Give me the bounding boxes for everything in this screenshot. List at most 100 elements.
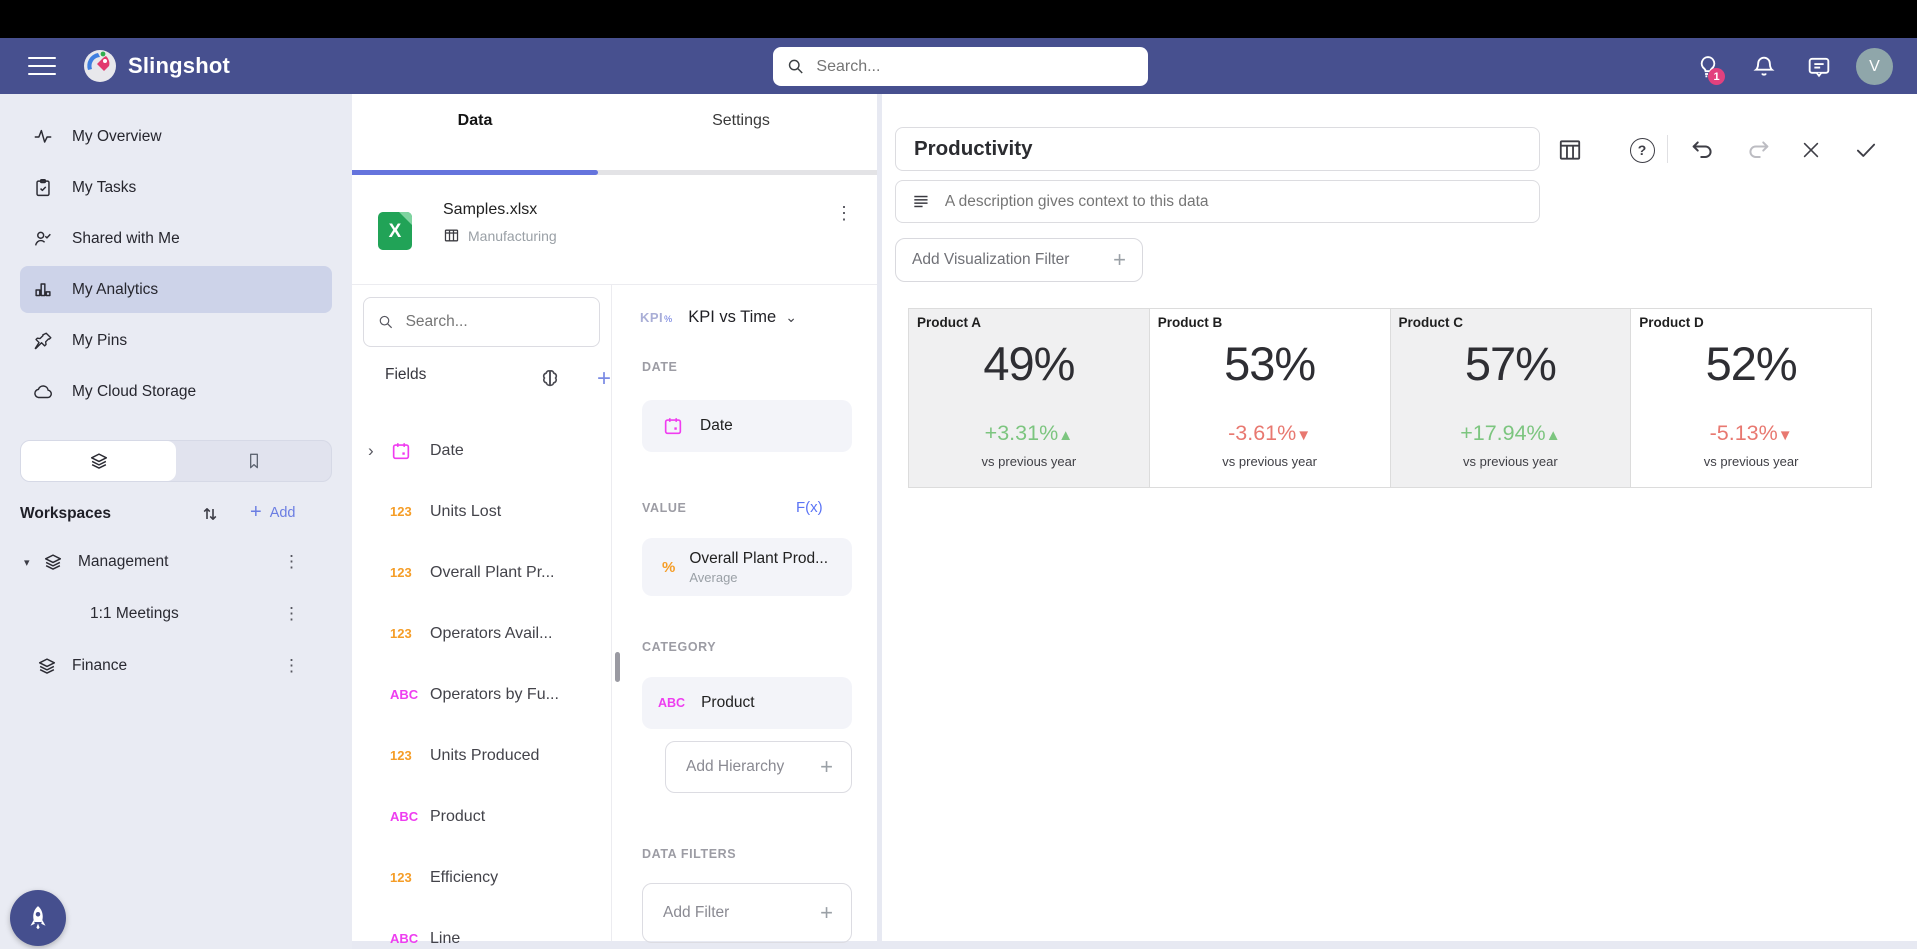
kpi-card-title: Product C [1398, 315, 1464, 330]
workspace-row-finance[interactable]: Finance ⋮ [0, 641, 352, 691]
calendar-icon [664, 418, 682, 435]
sidebar: My Overview My Tasks Shared with Me My A… [0, 94, 352, 949]
chevron-down-icon: ⌄ [785, 309, 797, 325]
field-row-units-produced[interactable]: 123 Units Produced [352, 725, 610, 786]
field-label: Efficiency [430, 868, 499, 886]
workspaces-title: Workspaces [20, 505, 112, 522]
question-mark: ? [1629, 137, 1655, 163]
chart-type-dropdown[interactable]: KPI % KPI vs Time ⌄ [640, 308, 797, 327]
add-filter-label: Add Filter [663, 904, 730, 921]
tips-lightbulb-icon[interactable] [1694, 53, 1722, 81]
field-row-product[interactable]: ABC Product [352, 786, 610, 847]
number-field-badge: 123 [390, 748, 412, 763]
screen-letterbox [0, 0, 1917, 38]
category-field-chip[interactable]: ABC Product [642, 677, 852, 729]
assistant-rocket-button[interactable] [10, 890, 66, 946]
add-workspace-button[interactable]: + Add [250, 501, 296, 524]
percent-mini-icon: % [664, 314, 673, 324]
kebab-menu-icon[interactable]: ⋮ [283, 552, 300, 571]
confirm-check-icon[interactable] [1851, 135, 1881, 165]
sidebar-item-my-pins[interactable]: My Pins [20, 317, 332, 364]
sidebar-item-my-tasks[interactable]: My Tasks [20, 164, 332, 211]
fx-button[interactable]: F(x) [796, 499, 823, 516]
visualization-title-input[interactable] [896, 128, 1539, 170]
field-row-line[interactable]: ABC Line [352, 908, 610, 949]
kpi-card-delta: -5.13% [1709, 421, 1778, 445]
sidebar-item-my-overview[interactable]: My Overview [20, 113, 332, 160]
plus-icon: + [820, 900, 833, 925]
field-label: Operators by Fu... [430, 685, 559, 703]
kebab-menu-icon[interactable]: ⋮ [283, 604, 300, 623]
toggle-bookmarks-tab[interactable] [176, 441, 331, 481]
tab-data[interactable]: Data [457, 112, 493, 129]
tab-settings[interactable]: Settings [712, 112, 770, 129]
kpi-card-product-b[interactable]: Product B 53% -3.61%▼ vs previous year [1150, 309, 1391, 487]
field-row-date[interactable]: › Date [352, 420, 610, 481]
workspace-row-management[interactable]: ▾ Management ⋮ [0, 537, 352, 587]
description-field[interactable] [895, 180, 1540, 223]
chevron-right-icon[interactable]: › [368, 440, 374, 460]
fields-title: Fields [385, 366, 427, 383]
field-label: Units Lost [430, 502, 502, 520]
global-search-input[interactable] [816, 57, 1134, 76]
layers-icon [44, 554, 62, 570]
fields-search[interactable] [363, 297, 600, 347]
kpi-card-delta: +17.94% [1460, 421, 1546, 445]
workspaces-header: Workspaces + Add [20, 499, 332, 529]
datasource-row[interactable]: X Samples.xlsx Manufacturing ⋮ [352, 175, 877, 285]
sidebar-item-shared-with-me[interactable]: Shared with Me [20, 215, 332, 262]
tab-active-indicator [352, 170, 598, 175]
workspace-row-11-meetings[interactable]: 1:1 Meetings ⋮ [0, 589, 352, 639]
kpi-card-value: 52% [1705, 337, 1798, 390]
notifications-bell-icon[interactable] [1750, 53, 1778, 81]
up-arrow-icon: ▲ [1545, 427, 1561, 444]
field-row-efficiency[interactable]: 123 Efficiency [352, 847, 610, 908]
value-field-chip[interactable]: % Overall Plant Prod... Average [642, 538, 852, 596]
field-label: Overall Plant Pr... [430, 563, 555, 581]
visualization-config: KPI % KPI vs Time ⌄ DATE Date VALUE F(x)… [611, 285, 877, 943]
value-section-label: VALUE [642, 501, 687, 515]
fields-search-input[interactable] [405, 313, 585, 331]
description-input[interactable] [944, 192, 1524, 211]
workspace-label: Finance [72, 657, 128, 674]
comments-chat-icon[interactable] [1805, 53, 1833, 81]
visualization-title-field[interactable] [895, 127, 1540, 171]
kpi-card-delta: +3.31% [984, 421, 1059, 445]
kpi-card-product-c[interactable]: Product C 57% +17.94%▲ vs previous year [1390, 309, 1632, 487]
kebab-menu-icon[interactable]: ⋮ [283, 656, 300, 675]
field-row-overall-plant[interactable]: 123 Overall Plant Pr... [352, 542, 610, 603]
number-field-badge: 123 [390, 565, 412, 580]
sidebar-item-my-cloud-storage[interactable]: My Cloud Storage [20, 368, 332, 415]
show-data-table-icon[interactable] [1555, 135, 1585, 165]
global-search[interactable] [773, 47, 1148, 86]
data-settings-panel: Data Settings X Samples.xlsx Manufacturi… [352, 94, 877, 947]
down-arrow-icon: ▼ [1296, 427, 1312, 444]
help-icon[interactable]: ? [1627, 135, 1657, 165]
hamburger-menu-icon[interactable] [28, 57, 56, 76]
text-field-badge: ABC [390, 809, 419, 824]
kebab-menu-icon[interactable]: ⋮ [835, 203, 853, 223]
category-section-label: CATEGORY [642, 640, 717, 654]
fields-scrollbar[interactable] [615, 652, 620, 682]
caret-down-icon[interactable]: ▾ [24, 556, 30, 569]
kpi-card-product-a[interactable]: Product A 49% +3.31%▲ vs previous year [909, 309, 1150, 487]
date-field-chip[interactable]: Date [642, 400, 852, 452]
redo-icon[interactable] [1743, 135, 1773, 165]
excel-file-icon: X [378, 212, 412, 250]
field-row-units-lost[interactable]: 123 Units Lost [352, 481, 610, 542]
field-row-operators-by-fu[interactable]: ABC Operators by Fu... [352, 664, 610, 725]
field-row-operators-avail[interactable]: 123 Operators Avail... [352, 603, 610, 664]
add-hierarchy-button[interactable]: Add Hierarchy + [665, 741, 852, 793]
add-filter-button[interactable]: Add Filter + [642, 883, 852, 943]
add-field-icon[interactable]: + [597, 365, 612, 392]
add-visualization-filter-button[interactable]: Add Visualization Filter + [895, 238, 1143, 282]
toggle-workspaces-tab[interactable] [21, 441, 176, 481]
sidebar-item-label: My Overview [72, 127, 162, 145]
sidebar-item-my-analytics[interactable]: My Analytics [20, 266, 332, 313]
ai-brain-icon[interactable] [537, 366, 563, 392]
user-avatar[interactable]: V [1856, 48, 1893, 85]
sort-icon[interactable] [198, 502, 222, 526]
close-icon[interactable] [1796, 135, 1826, 165]
kpi-card-product-d[interactable]: Product D 52% -5.13%▼ vs previous year [1631, 309, 1871, 487]
undo-icon[interactable] [1688, 135, 1718, 165]
